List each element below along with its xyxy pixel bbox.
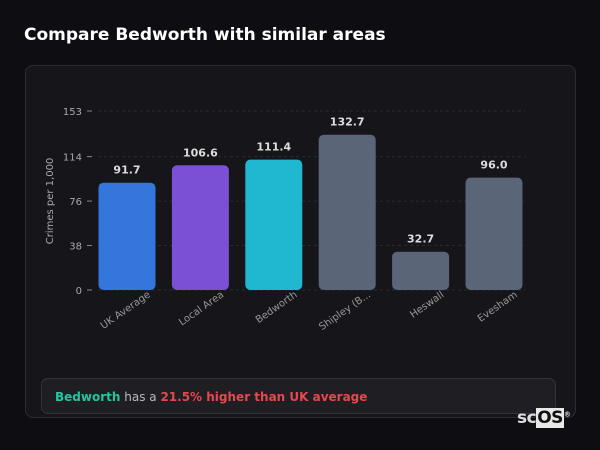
summary-area: Bedworth [55, 390, 121, 404]
bar-value-label: 132.7 [330, 116, 365, 129]
y-tick-label: 0 [76, 286, 82, 297]
bar-value-label: 106.6 [183, 146, 218, 159]
summary-middle: has a [124, 390, 157, 404]
y-axis-label: Crimes per 1,000 [45, 158, 56, 245]
bar [392, 251, 450, 290]
x-tick-label: Heswall [408, 289, 446, 320]
x-tick-label: Bedworth [254, 289, 300, 326]
bar-value-label: 91.7 [113, 164, 140, 177]
y-tick-label: 38 [69, 242, 82, 253]
y-tick-label: 76 [69, 197, 82, 208]
x-tick-label: Evesham [476, 289, 520, 324]
bar [98, 182, 156, 290]
bar [171, 165, 229, 290]
y-tick-label: 153 [63, 107, 82, 118]
bar-value-label: 32.7 [407, 233, 434, 246]
scos-logo: scOS® [517, 408, 571, 428]
bar-value-label: 96.0 [480, 159, 507, 172]
x-tick-label: Local Area [177, 289, 226, 328]
bar [465, 177, 523, 290]
x-tick-label: Shipley (B... [317, 289, 373, 333]
bar [245, 159, 303, 290]
page-title: Compare Bedworth with similar areas [24, 25, 386, 45]
y-tick-label: 114 [63, 153, 82, 164]
bar [318, 134, 376, 290]
summary-comparison: 21.5% higher than UK average [160, 390, 368, 404]
comparison-summary: Bedworth has a 21.5% higher than UK aver… [41, 378, 556, 414]
x-tick-label: UK Average [99, 289, 153, 331]
bar-value-label: 111.4 [256, 141, 291, 154]
